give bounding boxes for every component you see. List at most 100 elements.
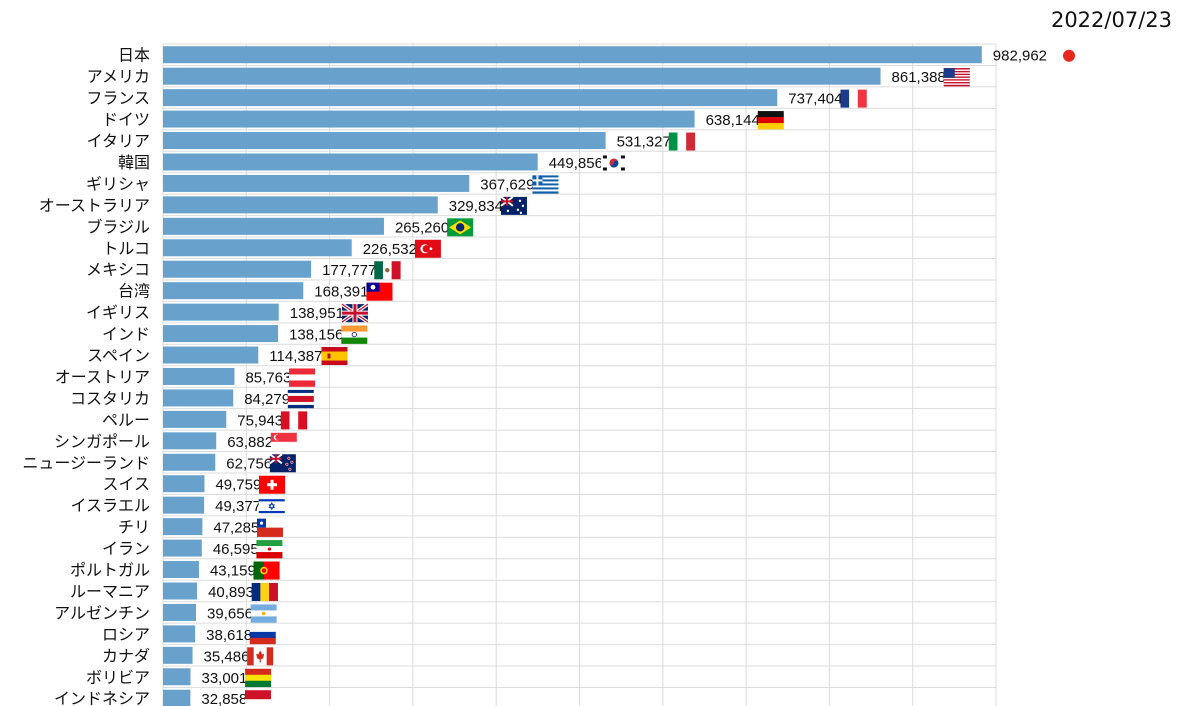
category-label: インド [102,325,150,344]
uk-flag-icon [340,302,369,324]
israel-flag-icon [258,497,285,516]
category-label: ドイツ [102,110,150,129]
indonesia-flag-icon [244,690,271,706]
bar [163,582,198,600]
value-label: 35,486 [204,648,250,665]
argentina-flag-icon [250,604,277,623]
mexico-flag-icon [374,261,401,280]
value-label: 46,595 [213,541,259,558]
category-label: コスタリカ [70,389,150,408]
value-label: 47,285 [213,520,259,537]
value-label: 32,858 [201,691,247,706]
category-label: オーストリア [55,367,150,386]
category-label: ルーマニア [70,582,150,601]
value-label: 33,001 [201,670,247,687]
bar [163,346,259,364]
value-label: 329,834 [449,198,503,215]
category-label: ポルトガル [70,561,150,580]
bar [163,67,881,85]
value-label: 226,532 [363,241,417,258]
russia-flag-icon [249,625,276,645]
category-label: フランス [86,89,150,108]
bar [163,110,695,128]
category-label: イスラエル [70,496,150,515]
value-label: 265,260 [395,219,449,236]
bar [163,518,203,536]
value-label: 39,656 [207,605,253,622]
category-label: インドネシア [54,689,150,706]
category-label: イラン [102,539,150,558]
bar [163,625,196,643]
bar [163,132,606,150]
date-label: 2022/07/23 [1050,8,1172,32]
bar [163,282,304,300]
france-flag-icon [840,89,867,108]
bar [163,325,279,343]
value-label: 63,882 [227,434,273,451]
bar [163,367,235,385]
value-label: 449,856 [549,155,603,172]
category-label: スペイン [87,346,150,365]
bar [163,689,191,706]
bar [163,89,778,107]
category-label: ニュージーランド [22,453,150,472]
category-label: メキシコ [86,260,150,279]
taiwan-flag-icon [366,282,393,301]
category-label: オーストラリア [39,196,150,215]
value-label: 177,777 [322,262,376,279]
category-label: 日本 [118,46,150,65]
category-label: ペルー [102,410,150,429]
category-label: チリ [118,518,150,537]
switzerland-flag-icon [259,475,286,494]
value-label: 43,159 [210,563,256,580]
bar [163,174,470,192]
value-label: 638,144 [706,112,760,129]
value-label: 861,388 [892,69,946,86]
portugal-flag-icon [253,561,280,580]
value-label: 982,962 [993,48,1047,65]
singapore-flag-icon [270,432,297,452]
bar [163,303,279,321]
austria-flag-icon [289,368,316,387]
bar [163,260,312,278]
japan-marker [1063,49,1076,62]
value-label: 168,391 [314,284,368,301]
category-label: スイス [102,475,150,494]
bolivia-flag-icon [245,668,272,688]
bar [163,603,197,621]
bar [163,153,538,171]
turkey-flag-icon [414,239,441,258]
value-label: 38,618 [206,627,252,644]
iran-flag-icon [256,540,283,559]
bar [163,432,217,450]
costa-rica-flag-icon [287,389,314,409]
spain-flag-icon [321,347,348,366]
value-label: 84,279 [244,391,290,408]
value-label: 138,156 [289,327,343,344]
bar [163,453,216,471]
romania-flag-icon [251,582,278,601]
category-label: シンガポール [54,432,150,451]
category-label: ロシア [102,625,150,644]
category-label: イギリス [86,303,150,322]
value-label: 85,763 [245,369,291,386]
category-label: ボリビア [86,668,150,687]
chile-flag-icon [256,518,283,537]
korea-flag-icon [600,153,627,172]
value-label: 49,759 [215,477,261,494]
value-label: 49,377 [215,498,261,515]
new-zealand-flag-icon [269,453,296,473]
category-label: ブラジル [86,217,150,236]
india-flag-icon [341,325,368,344]
category-label: アルゼンチン [54,603,150,622]
category-label: トルコ [102,239,150,258]
bar [163,496,205,514]
greece-flag-icon [532,175,559,194]
australia-flag-icon [500,196,527,215]
bar [163,389,234,407]
peru-flag-icon [280,411,308,430]
value-label: 75,943 [237,412,283,429]
value-label: 531,327 [617,134,671,151]
germany-flag-icon [757,111,784,130]
